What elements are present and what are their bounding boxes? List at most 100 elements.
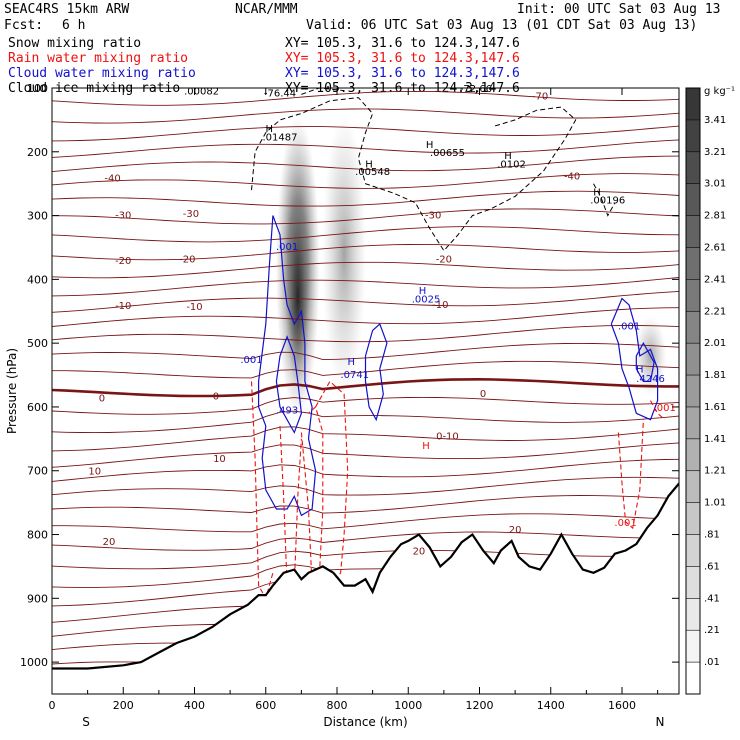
colorbar-swatch — [686, 119, 700, 152]
hydrometeor-contours — [250, 88, 666, 600]
y-tick-label: 300 — [27, 210, 48, 223]
temperature-label: 0 — [213, 391, 219, 402]
isotherm-line — [52, 125, 679, 142]
hydrometeor-label: .001 — [276, 242, 298, 253]
rain-contour — [300, 405, 324, 587]
colorbar-swatch — [686, 470, 700, 503]
colorbar-label: 1.81 — [704, 370, 726, 381]
isotherm-line — [52, 139, 679, 158]
colorbar-label: .41 — [704, 593, 720, 604]
center-title: NCAR/MMM — [235, 2, 298, 17]
temperature-label: 20 — [413, 546, 426, 557]
isotherm-line — [52, 226, 679, 243]
field-name-rain: Rain water mixing ratio — [8, 51, 189, 66]
isotherm-line — [52, 458, 679, 482]
isotherm-line — [52, 190, 679, 207]
x-tick-label: 0 — [49, 699, 56, 712]
colorbar-swatch — [686, 534, 700, 567]
colorbar-label: .61 — [704, 561, 720, 572]
colorbar-label: .81 — [704, 530, 720, 541]
cloud-ice-contour — [251, 97, 577, 252]
colorbar-swatch — [686, 502, 700, 535]
model-title: SEAC4RS 15km ARW — [4, 2, 130, 17]
isotherm-line — [52, 531, 679, 551]
hydrometeor-label: .0102 — [497, 159, 526, 170]
hydrometeor-label: H — [365, 159, 373, 170]
rain-contour — [617, 419, 644, 530]
snow-shading — [275, 113, 667, 417]
temperature-label: -20 — [115, 256, 131, 267]
x-tick-label: 800 — [327, 699, 348, 712]
isotherm-line — [52, 396, 679, 415]
y-axis-title: Pressure (hPa) — [5, 348, 19, 434]
hydrometeor-label: H — [426, 140, 434, 151]
terrain-surface-line — [52, 482, 679, 670]
isotherm-line — [52, 442, 679, 468]
colorbar-label: 1.01 — [704, 498, 726, 509]
hydrometeor-label: -76.44 — [264, 88, 296, 99]
colorbar-label: 2.01 — [704, 338, 726, 349]
north-end-label: N — [656, 715, 665, 729]
hydrometeor-label: .493 — [276, 405, 298, 416]
x-tick-label: 200 — [113, 699, 134, 712]
temperature-label: 10 — [213, 454, 226, 465]
x-tick-label: 1400 — [537, 699, 565, 712]
isotherm-line — [52, 208, 679, 225]
plot-frame — [51, 87, 680, 695]
colorbar-swatch — [686, 406, 700, 439]
rain-contour — [315, 380, 349, 586]
field-xy-cloud-water: XY= 105.3, 31.6 to 124.3,147.6 — [285, 66, 520, 81]
isotherm-line — [52, 325, 679, 343]
isotherm-line — [52, 290, 679, 313]
hydrometeor-label: .00196 — [590, 196, 625, 207]
cloud-ice-contour — [593, 183, 616, 217]
colorbar-label: 3.41 — [704, 115, 726, 126]
colorbar-label: .01 — [704, 657, 720, 668]
temperature-label: 10 — [88, 467, 101, 478]
isotherm-line — [52, 495, 679, 514]
y-tick-label: 800 — [27, 529, 48, 542]
field-name-cloud-water: Cloud water mixing ratio — [8, 66, 196, 81]
snow-plume-secondary — [322, 113, 367, 394]
hydrometeor-label: H — [347, 357, 355, 368]
colorbar-label: 3.01 — [704, 179, 726, 190]
colorbar-swatch — [686, 88, 700, 120]
colorbar-swatch — [686, 343, 700, 376]
hydrometeor-label: .001 — [614, 518, 636, 529]
hydrometeor-label: .001 — [618, 321, 640, 332]
temperature-label: -20 — [436, 254, 452, 265]
y-tick-label: 200 — [27, 146, 48, 159]
colorbar-unit: g kg⁻¹ — [704, 86, 735, 97]
field-xy-snow: XY= 105.3, 31.6 to 124.3,147.6 — [285, 36, 520, 51]
y-tick-label: 1000 — [20, 656, 48, 669]
y-tick-label: 500 — [27, 337, 48, 350]
hydrometeor-label: -72.66 — [460, 84, 492, 95]
colorbar-label: 1.41 — [704, 434, 726, 445]
colorbar-swatch — [686, 279, 700, 312]
y-tick-label: 400 — [27, 273, 48, 286]
colorbar-label: 2.21 — [704, 306, 726, 317]
isotherm-line — [52, 410, 679, 434]
hydrometeor-label: H — [266, 124, 274, 135]
colorbar-label: 1.61 — [704, 402, 726, 413]
isotherm-line — [52, 426, 679, 452]
forecast-hour: 6 h — [62, 18, 86, 33]
colorbar-frame — [685, 87, 701, 695]
colorbar-swatch — [686, 183, 700, 216]
isotherm-line — [52, 277, 679, 297]
rain-contour — [250, 381, 274, 600]
colorbar-swatch — [686, 215, 700, 248]
hydrometeor-label: .4246 — [636, 374, 665, 385]
isotherm-line — [52, 476, 679, 496]
hydrometeor-label: .0741 — [340, 370, 369, 381]
hydrometeor-label: .001 — [240, 355, 262, 366]
hydrometeor-label: H — [422, 441, 430, 452]
temperature-label: 0-10 — [436, 432, 459, 443]
isotherm-line — [52, 155, 679, 173]
colorbar-label: 2.81 — [704, 211, 726, 222]
colorbar: .01 .21 .41 .61 .81 1.01 1.21 1.41 1.61 1.81 2.01 2… — [685, 86, 735, 695]
temperature-label: 20 — [509, 525, 522, 536]
temperature-label: 20 — [103, 537, 116, 548]
y-tick-label: 600 — [27, 401, 48, 414]
cloud-water-contour — [275, 335, 303, 434]
